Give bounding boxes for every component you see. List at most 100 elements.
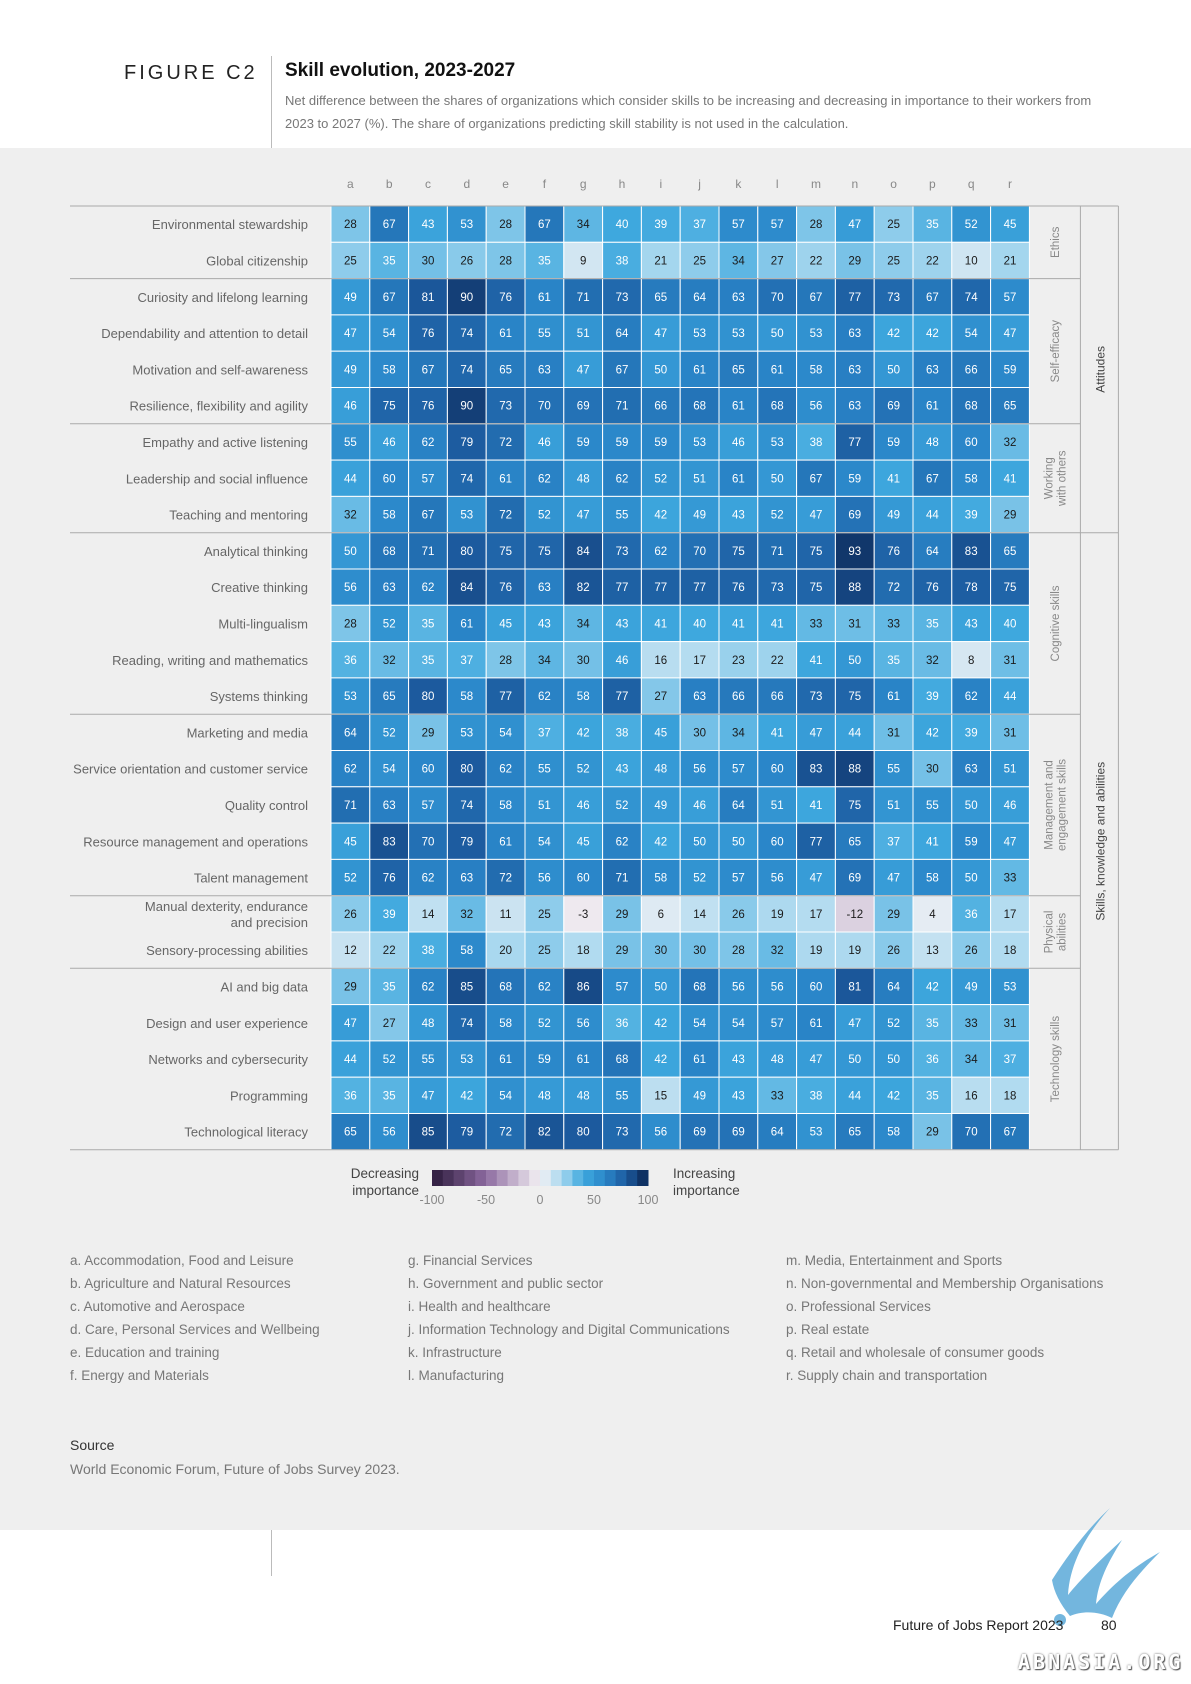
- heatmap-cell: [718, 568, 759, 606]
- heatmap-cell: [602, 1113, 642, 1151]
- heatmap-cell: [408, 1040, 448, 1078]
- cell-value-label: 58: [383, 364, 396, 376]
- heatmap-cell: [408, 822, 448, 860]
- heatmap-cell: [485, 604, 526, 643]
- cell-value-label: 41: [810, 800, 823, 812]
- row-label: Sensory-processing abilities: [146, 943, 308, 958]
- heatmap-cell: [446, 495, 487, 534]
- heatmap-cell: [679, 350, 720, 389]
- heatmap-cell: [951, 205, 992, 243]
- cell-value-label: 35: [383, 1090, 396, 1102]
- heatmap-cell: [563, 786, 604, 824]
- cell-value-label: 70: [693, 546, 706, 558]
- footer-report-title: Future of Jobs Report 2023: [893, 1617, 1064, 1633]
- heatmap-cell: [602, 858, 642, 897]
- cell-value-label: 58: [499, 800, 512, 812]
- color-scale-segment: [432, 1170, 444, 1186]
- cell-value-label: 74: [460, 800, 473, 812]
- cell-value-label: 28: [499, 255, 512, 267]
- cell-value-label: 72: [499, 873, 512, 885]
- cell-value-label: 49: [654, 800, 667, 812]
- cell-value-label: 38: [810, 1090, 823, 1102]
- cell-value-label: 52: [383, 618, 396, 630]
- scale-label-increasing: importance: [673, 1183, 740, 1198]
- heatmap-cell: [679, 387, 720, 425]
- heatmap-cell: [602, 350, 642, 389]
- cell-value-label: 33: [1004, 873, 1017, 885]
- heatmap-cell: [524, 278, 565, 316]
- cell-value-label: 35: [887, 655, 900, 667]
- cell-value-label: 37: [460, 655, 473, 667]
- heatmap-cell: [757, 350, 798, 389]
- heatmap-cell: [602, 278, 642, 316]
- cell-value-label: 93: [848, 546, 861, 558]
- row-label: Creative thinking: [211, 580, 308, 595]
- cell-value-label: 36: [965, 909, 978, 921]
- heatmap-cell: [408, 350, 448, 389]
- heatmap-cell: [369, 750, 410, 788]
- cell-value-label: 71: [616, 401, 629, 413]
- heatmap-cell: [757, 750, 798, 788]
- cell-value-label: 72: [499, 510, 512, 522]
- cell-value-label: 53: [460, 510, 473, 522]
- cell-value-label: 48: [577, 473, 590, 485]
- heatmap-cell: [602, 786, 642, 824]
- cell-value-label: 16: [654, 655, 667, 667]
- heatmap-cell: [834, 713, 875, 752]
- cell-value-label: 21: [1004, 255, 1017, 267]
- cell-value-label: 22: [771, 655, 784, 667]
- group-label: Self-efficacy: [1050, 320, 1062, 383]
- color-scale-tick: -100: [419, 1193, 444, 1207]
- cell-value-label: 62: [965, 691, 978, 703]
- cell-value-label: 45: [577, 836, 590, 848]
- color-scale-tick: -50: [477, 1193, 495, 1207]
- cell-value-label: 61: [538, 292, 551, 304]
- cell-value-label: 77: [616, 582, 629, 594]
- heatmap-cell: [524, 350, 565, 389]
- heatmap-cell: [640, 314, 681, 352]
- cell-value-label: 61: [693, 1054, 706, 1066]
- cell-value-label: 19: [810, 945, 823, 957]
- cell-value-label: 34: [965, 1054, 978, 1066]
- heatmap-cell: [990, 677, 1030, 715]
- cell-value-label: 39: [383, 909, 396, 921]
- cell-value-label: 75: [848, 800, 861, 812]
- heatmap-cell: [679, 1113, 720, 1151]
- heatmap-cell: [330, 1113, 371, 1151]
- heatmap-cell: [640, 822, 681, 860]
- heatmap-cell: [679, 1076, 720, 1114]
- footer-page-number: 80: [1101, 1617, 1117, 1633]
- row-label: Marketing and media: [187, 725, 309, 740]
- cell-value-label: 14: [693, 909, 706, 921]
- cell-value-label: 74: [460, 328, 473, 340]
- row-label: Empathy and active listening: [143, 435, 308, 450]
- column-label: n: [851, 177, 858, 191]
- cell-value-label: 40: [693, 618, 706, 630]
- cell-value-label: 56: [810, 401, 823, 413]
- row-label: Reading, writing and mathematics: [112, 653, 308, 668]
- cell-value-label: 81: [848, 981, 861, 993]
- cell-value-label: 47: [344, 328, 357, 340]
- heatmap-cell: [640, 1113, 681, 1151]
- heatmap-cell: [873, 423, 914, 461]
- heatmap-cell: [602, 568, 642, 606]
- row-label: Teaching and mentoring: [169, 508, 308, 523]
- heatmap-cell: [912, 459, 953, 497]
- heatmap-cell: [757, 1004, 798, 1042]
- heatmap-cell: [873, 677, 914, 715]
- cell-value-label: 77: [810, 836, 823, 848]
- cell-value-label: 25: [538, 945, 551, 957]
- cell-value-label: 90: [460, 401, 473, 413]
- cell-value-label: 40: [616, 219, 629, 231]
- row-label: Curiosity and lifelong learning: [137, 290, 308, 305]
- cell-value-label: 59: [538, 1054, 551, 1066]
- cell-value-label: 35: [422, 618, 435, 630]
- cell-value-label: 17: [1004, 909, 1017, 921]
- color-scale-tick: 0: [537, 1193, 544, 1207]
- cell-value-label: 38: [422, 945, 435, 957]
- cell-value-label: 52: [577, 764, 590, 776]
- cell-value-label: 76: [926, 582, 939, 594]
- row-label: Manual dexterity, endurance: [145, 899, 308, 914]
- cell-value-label: 45: [344, 836, 357, 848]
- cell-value-label: 18: [1004, 1090, 1017, 1102]
